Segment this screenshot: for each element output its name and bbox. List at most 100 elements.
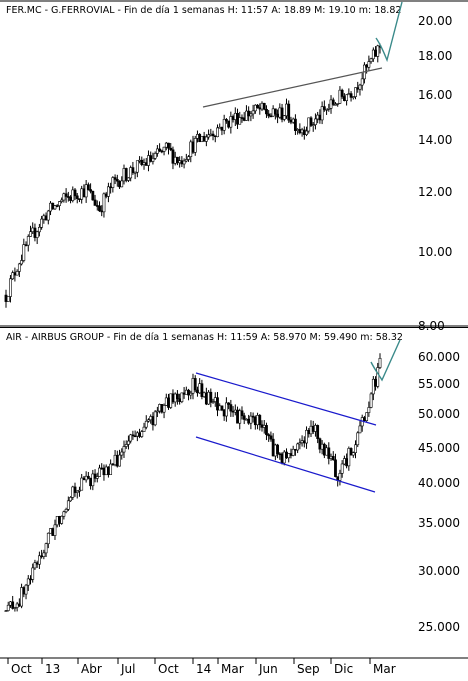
ferrovial-candle-body	[351, 96, 355, 98]
ferrovial-candle-body	[35, 231, 39, 238]
airbus-candle-body	[273, 444, 277, 457]
airbus-candle-body	[135, 432, 139, 437]
airbus-candle-body	[320, 443, 324, 450]
ferrovial-candle-body	[107, 186, 110, 197]
air-ytick-30: 30.000	[418, 564, 460, 578]
airbus-candle-body	[347, 448, 351, 467]
ferrovial-candle-body	[307, 117, 311, 132]
ferrovial-candle-body	[338, 89, 342, 104]
ferrovial-candle-body	[127, 177, 130, 181]
ferrovial-candle-body	[13, 272, 17, 276]
ferrovial-candle-body	[282, 115, 286, 120]
airbus-candle-body	[40, 555, 44, 558]
fer-ytick-16: 16.00	[418, 88, 452, 102]
ferrovial-candle-body	[285, 103, 288, 117]
ferrovial-candle-body	[171, 149, 175, 164]
airbus-candle-body	[371, 378, 375, 395]
ferrovial-candle-body	[31, 227, 35, 232]
airbus-candle-body	[64, 509, 68, 513]
ferrovial-candle-body	[311, 124, 315, 126]
ferrovial-candle-body	[262, 102, 266, 110]
airbus-candle-body	[60, 515, 64, 524]
ferrovial-candle-body	[247, 110, 251, 117]
xtick-mar14: Mar	[221, 662, 244, 676]
ferrovial-candle-body	[367, 61, 371, 68]
airbus-candle-body	[49, 528, 52, 534]
airbus-candle-body	[127, 440, 130, 445]
ferrovial-candle-body	[196, 134, 199, 139]
airbus-candle-body	[109, 463, 113, 475]
airbus-candle-body	[376, 367, 380, 387]
air-ytick-35: 35.000	[418, 516, 460, 530]
airbus-candle-body	[22, 587, 26, 595]
ferrovial-candle-body	[245, 110, 248, 121]
ferrovial-header: FER.MC - G.FERROVIAL - Fin de día 1 sema…	[6, 5, 401, 16]
ferrovial-candle-body	[211, 133, 215, 137]
airbus-candle-body	[369, 393, 373, 408]
airbus-candle-body	[207, 391, 210, 405]
airbus-candle-body	[296, 443, 300, 451]
airbus-candle-body	[51, 528, 55, 536]
ferrovial-candle-body	[358, 84, 362, 90]
ferrovial-candle-body	[242, 117, 246, 121]
airbus-candle-body	[209, 391, 213, 403]
airbus-candle-body	[204, 392, 208, 405]
airbus-candle-body	[84, 475, 88, 481]
ferrovial-candle-body	[73, 189, 77, 197]
airbus-candle-body	[222, 409, 226, 417]
airbus-candle-body	[378, 357, 382, 368]
airbus-header: AIR - AIRBUS GROUP - Fin de día 1 semana…	[6, 332, 403, 343]
airbus-candle-body	[9, 601, 12, 606]
ferrovial-candle-body	[71, 189, 75, 201]
ferrovial-candle-body	[251, 110, 255, 115]
ferrovial-candle-body	[66, 196, 70, 198]
airbus-candle-body	[322, 443, 326, 456]
airbus-candle-body	[133, 435, 137, 438]
airbus-candle-body	[278, 453, 282, 456]
airbus-candle-body	[13, 607, 17, 609]
ferrovial-candle-body	[178, 160, 182, 164]
airbus-candle-body	[187, 389, 190, 396]
ferrovial-candle-body	[322, 106, 326, 110]
airbus-channel-upper	[195, 372, 377, 426]
xtick-abr13: Abr	[81, 662, 102, 676]
airbus-candle-body	[276, 444, 279, 455]
airbus-candle-body	[289, 453, 293, 456]
ferrovial-candle-body	[49, 202, 52, 212]
xtick-sep14: Sep	[297, 662, 320, 676]
airbus-candle-body	[367, 407, 371, 413]
airbus-candle-body	[176, 393, 179, 400]
airbus-candle-body	[216, 397, 219, 411]
ferrovial-candle-body	[122, 168, 126, 182]
ferrovial-candle-body	[129, 167, 133, 179]
airbus-candle-body	[102, 467, 106, 476]
ferrovial-candle-body	[204, 136, 208, 142]
airbus-candle-body	[71, 486, 75, 498]
ferrovial-candle-body	[169, 147, 173, 151]
fer-ytick-20: 20.00	[418, 14, 452, 28]
ferrovial-candle-body	[314, 118, 317, 125]
ferrovial-candle-body	[55, 205, 59, 207]
ferrovial-candle-body	[78, 198, 81, 200]
ferrovial-candle-body	[256, 104, 259, 108]
ferrovial-candle-body	[158, 148, 162, 152]
xtick-mar15: Mar	[373, 662, 396, 676]
xtick-13: 13	[45, 662, 60, 676]
airbus-candle-body	[218, 405, 222, 411]
ferrovial-candle-body	[4, 294, 8, 302]
ferrovial-candle-body	[95, 205, 99, 207]
fer-ytick-8: 8.00	[418, 319, 445, 333]
ferrovial-candle-body	[29, 231, 32, 237]
airbus-candle-body	[164, 397, 168, 406]
airbus-candle-body	[24, 584, 28, 595]
xtick-oct12: Oct	[11, 662, 32, 676]
ferrovial-candle-body	[227, 120, 231, 128]
airbus-candle-body	[251, 415, 255, 418]
airbus-candle-body	[184, 389, 188, 395]
airbus-candle-body	[291, 448, 295, 456]
airbus-candle-body	[193, 378, 197, 391]
airbus-candle-body	[147, 419, 150, 422]
ferrovial-candle-body	[267, 113, 271, 117]
airbus-candle-body	[144, 420, 148, 428]
